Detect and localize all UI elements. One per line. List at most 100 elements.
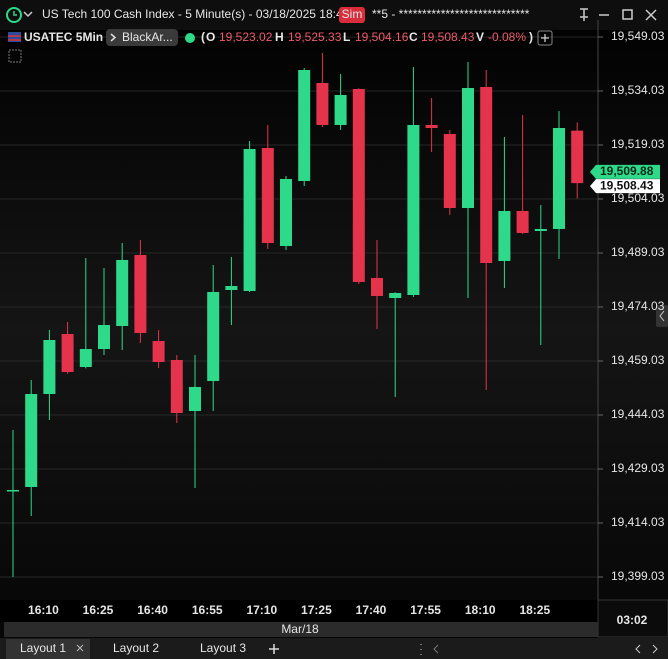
ohlc-key: L (343, 30, 350, 44)
pin-button[interactable] (580, 8, 588, 21)
x-tick-label: 16:55 (192, 603, 223, 617)
title-bar (0, 0, 668, 30)
candle-body (152, 340, 165, 363)
price-tag (590, 164, 660, 179)
x-tick-label: 16:40 (137, 603, 168, 617)
candle-body (170, 359, 183, 413)
countdown-box (597, 599, 668, 638)
sim-badge (339, 7, 365, 23)
candle-body (243, 148, 256, 292)
y-tick-label: 19,489.03 (611, 245, 665, 259)
tab-prev[interactable] (635, 644, 641, 654)
candle-body (280, 178, 292, 247)
ohlc-key: V (476, 30, 484, 44)
candle-body (407, 124, 420, 296)
candle-body (371, 277, 383, 296)
menu-chevron[interactable] (23, 11, 33, 18)
x-tick-label: 18:25 (519, 603, 550, 617)
clock-hand (13, 11, 17, 16)
candle-body (480, 86, 493, 264)
ohlc-value: 19,504.16 (355, 30, 409, 44)
y-tick-label: 19,444.03 (611, 407, 665, 421)
close-button[interactable] (645, 9, 657, 21)
tab-label[interactable]: Layout 1 (20, 641, 66, 655)
x-tick-label: 17:40 (356, 603, 387, 617)
y-tick-label: 19,504.03 (611, 191, 665, 205)
side-panel-arrow (659, 310, 665, 322)
candle-body (443, 133, 456, 208)
add-tab[interactable] (269, 644, 279, 654)
template-icon (110, 33, 117, 42)
drawing-tools-icon[interactable] (8, 49, 22, 63)
x-tick-label: 17:25 (301, 603, 332, 617)
ohlc-key: O (206, 30, 215, 44)
time-axis (0, 600, 598, 622)
ohlc-value: 19,508.43 (421, 30, 475, 44)
candle-body (207, 291, 220, 382)
paren-open: ( (201, 30, 205, 44)
template-label[interactable]: BlackAr... (122, 30, 173, 44)
candle-body (43, 340, 56, 395)
candle-body (334, 94, 347, 125)
tab-close[interactable] (76, 644, 84, 652)
candle-body (189, 386, 201, 411)
y-tick-label: 19,459.03 (611, 353, 665, 367)
sim-badge-text: Sim (342, 7, 363, 21)
candle-body (61, 333, 74, 373)
candle-body (116, 259, 129, 327)
active-tab[interactable] (6, 639, 90, 659)
candle-body (261, 147, 274, 243)
price-tag (590, 179, 660, 194)
side-panel-toggle[interactable] (656, 305, 668, 327)
status-dot (185, 33, 195, 43)
x-tick-label: 16:10 (28, 603, 59, 617)
date-label: Mar/18 (281, 622, 319, 636)
ohlc-value: -0.08% (488, 30, 526, 44)
candle-body (389, 292, 402, 298)
x-tick-label: 18:10 (465, 603, 496, 617)
candle-body (316, 83, 329, 125)
candle-body (571, 130, 584, 184)
candle-body (225, 286, 238, 291)
ohlc-value: 19,523.02 (219, 30, 273, 44)
tab-bar (0, 638, 668, 659)
plus-icon (541, 34, 549, 42)
candle-body (553, 128, 565, 229)
us-flag (8, 32, 21, 42)
paren-close: ) (529, 30, 533, 44)
tab-label[interactable]: Layout 3 (200, 641, 246, 655)
price-tag-label: 19,509.88 (600, 164, 654, 178)
maximize-button[interactable] (622, 9, 633, 20)
x-tick-label: 17:10 (246, 603, 277, 617)
candle-body (25, 394, 38, 487)
symbol-label[interactable]: USATEC 5Min (24, 30, 103, 44)
us-flag-stripes (8, 35, 21, 41)
y-tick-label: 19,429.03 (611, 461, 665, 475)
x-tick-label: 17:55 (410, 603, 441, 617)
account-label: **5 - **************************** (372, 7, 530, 21)
tab-next[interactable] (652, 644, 658, 654)
price-tag-label: 19,508.43 (600, 178, 654, 192)
clock-icon[interactable] (6, 7, 22, 23)
x-tick-label: 16:25 (83, 603, 114, 617)
y-tick-label: 19,534.03 (611, 83, 665, 97)
candle-body (7, 489, 19, 492)
y-tick-label: 19,519.03 (611, 137, 665, 151)
tab-label[interactable]: Layout 2 (113, 641, 159, 655)
bar-countdown: 03:02 (617, 613, 648, 627)
candle-body (425, 124, 438, 129)
candle-body (98, 324, 110, 350)
y-tick-label: 19,474.03 (611, 299, 665, 313)
ohlc-key: H (275, 30, 284, 44)
candle-body (516, 210, 529, 233)
candle-body (534, 228, 547, 231)
candle-body (352, 88, 365, 283)
add-indicator-button[interactable] (537, 30, 553, 46)
ohlc-value: 19,525.33 (288, 30, 342, 44)
y-tick-label: 19,399.03 (611, 569, 665, 583)
tab-scroll-left[interactable] (433, 644, 439, 654)
window-title: US Tech 100 Cash Index - 5 Minute(s) - 0… (42, 7, 350, 21)
template-chip[interactable] (106, 29, 178, 46)
